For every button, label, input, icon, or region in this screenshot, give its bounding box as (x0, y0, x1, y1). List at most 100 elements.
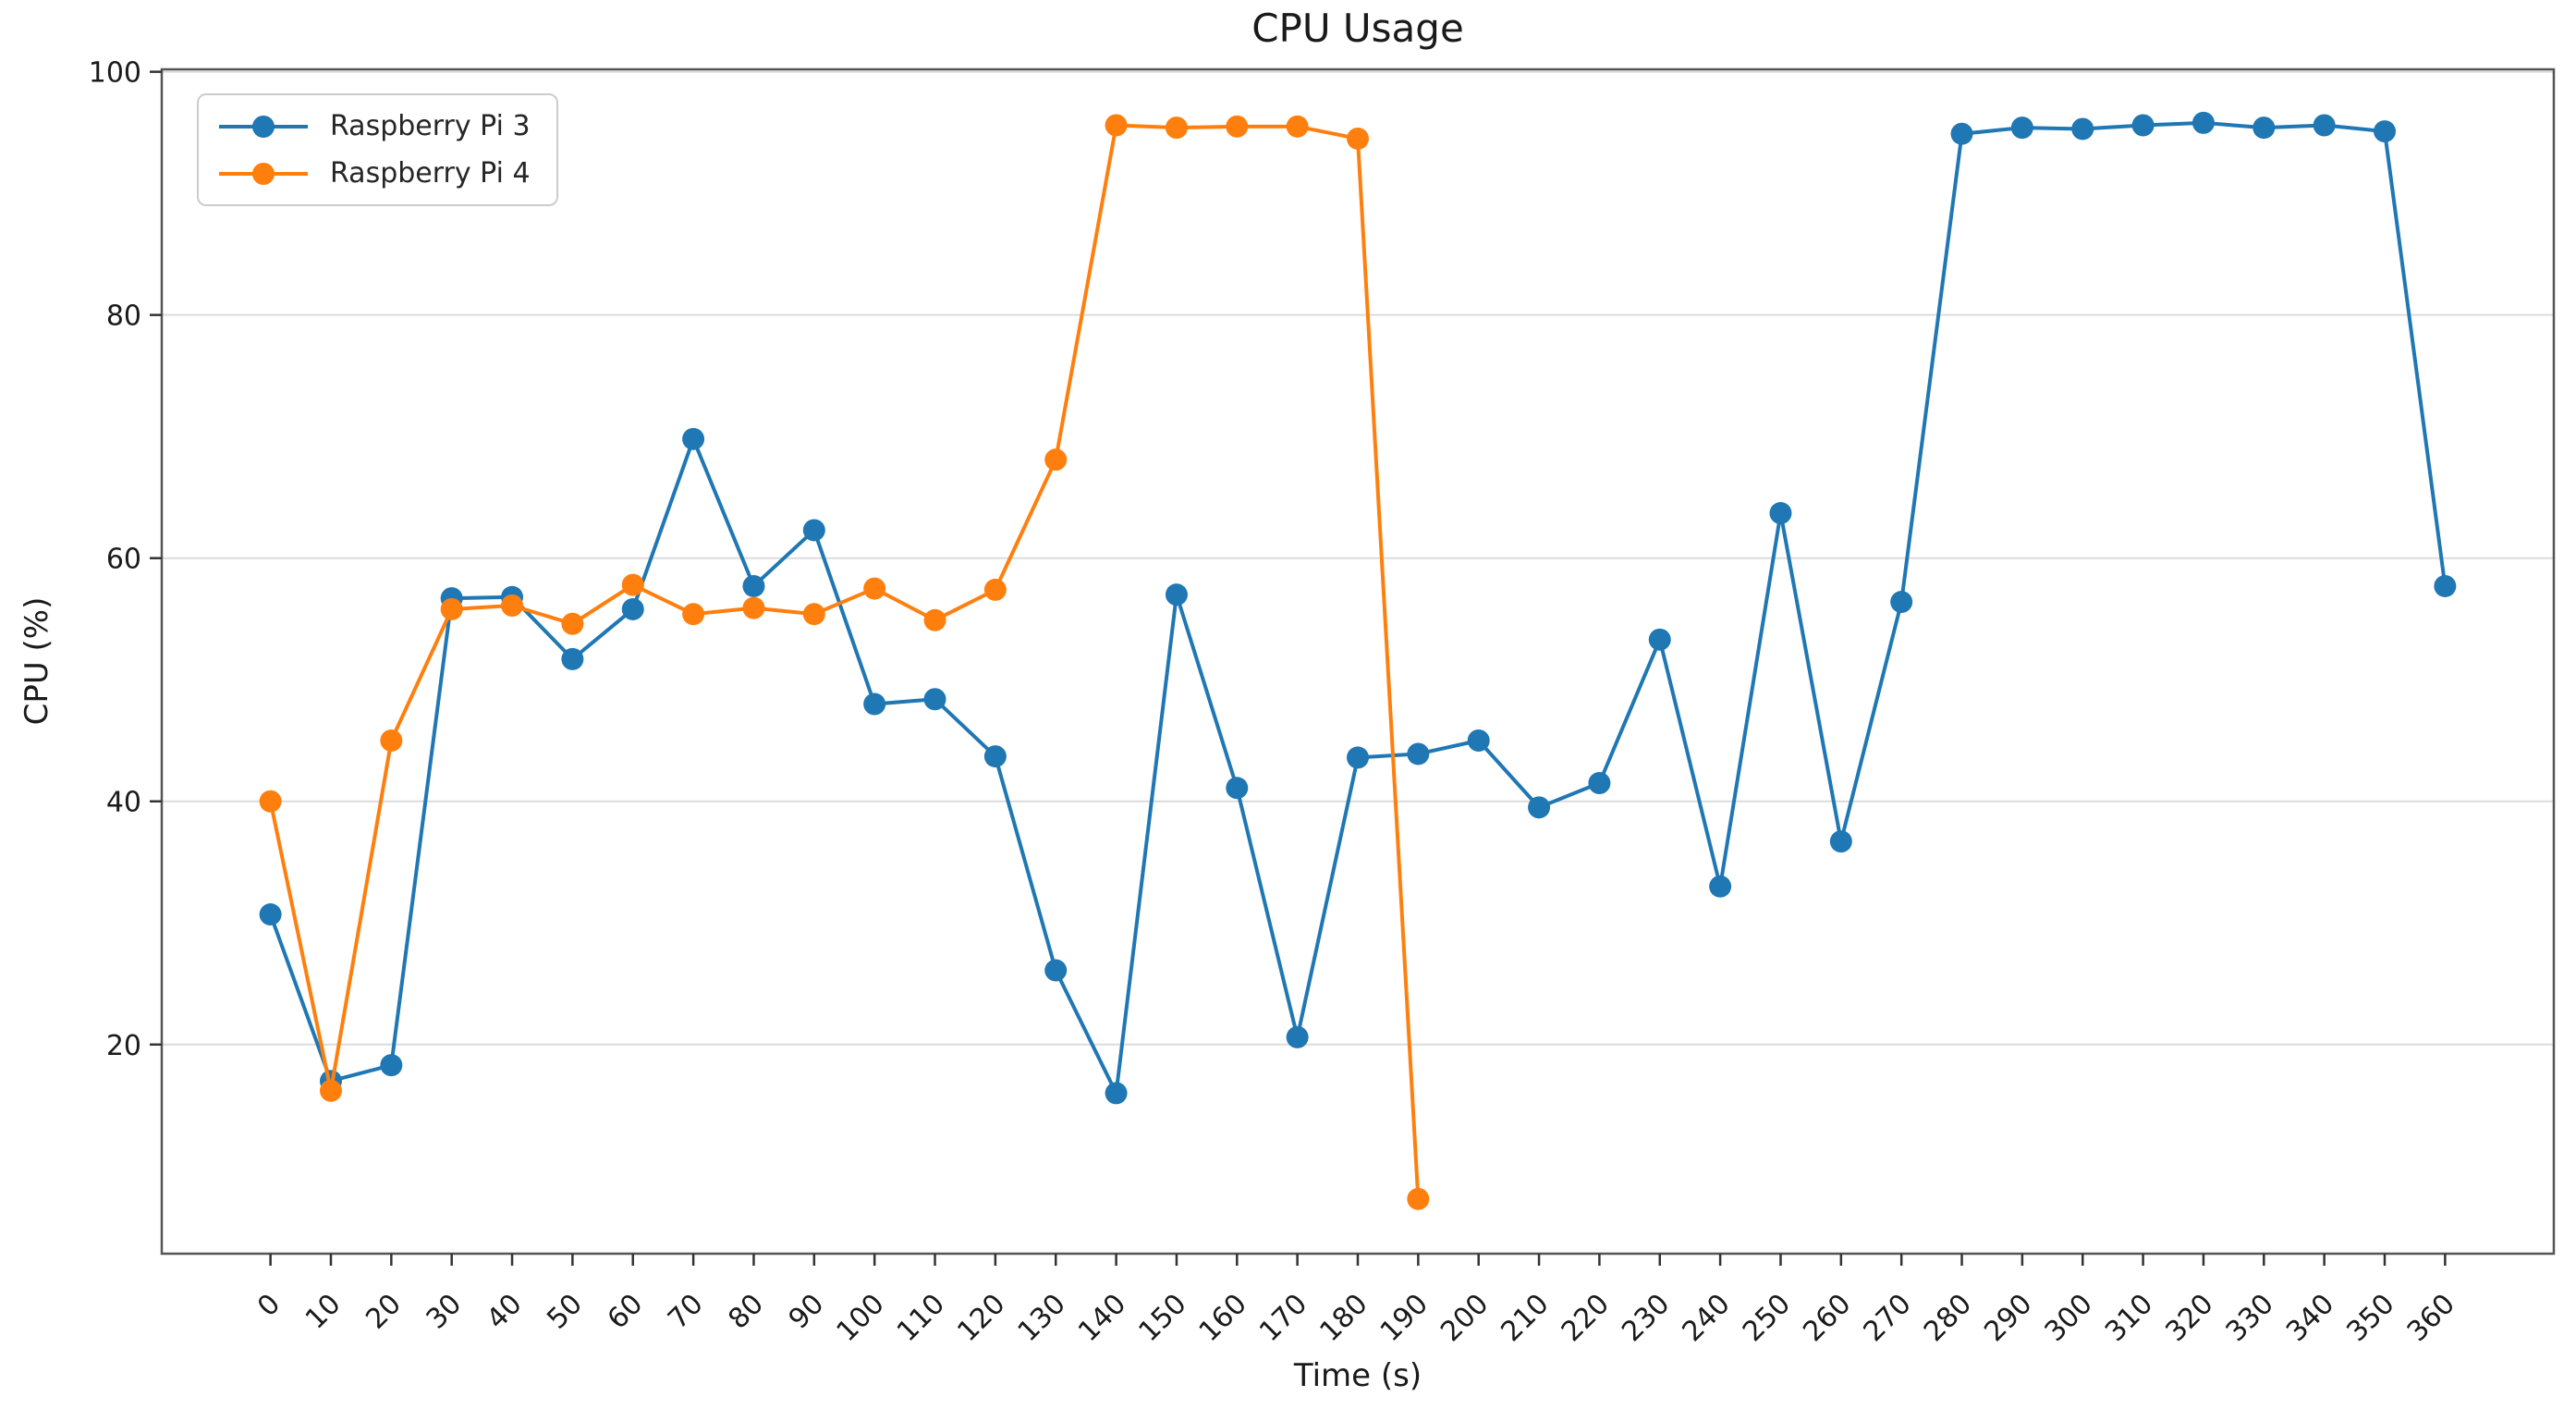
data-point (2131, 114, 2155, 137)
data-point (561, 612, 584, 635)
x-tick-label: 290 (1978, 1288, 2038, 1348)
data-point (380, 729, 403, 752)
x-tick-label: 30 (421, 1288, 469, 1336)
data-point (1105, 114, 1128, 137)
y-tick-label: 80 (106, 300, 141, 333)
data-point (1286, 115, 1309, 138)
data-point (1347, 746, 1369, 769)
x-tick-label: 120 (951, 1288, 1011, 1348)
x-tick-label: 250 (1737, 1288, 1797, 1348)
x-tick-label: 20 (360, 1288, 408, 1336)
data-point (2434, 574, 2457, 597)
series-markers-0 (259, 111, 2457, 1105)
data-point (1407, 1187, 1430, 1210)
x-tick-label: 200 (1435, 1288, 1495, 1348)
data-point (863, 692, 886, 716)
data-point (1226, 115, 1249, 138)
data-point (1588, 772, 1611, 795)
x-tick-label: 230 (1616, 1288, 1676, 1348)
x-tick-label: 100 (831, 1288, 891, 1348)
x-tick-label: 60 (602, 1288, 650, 1336)
data-point (1044, 959, 1068, 982)
x-tick-label: 110 (891, 1288, 951, 1348)
data-point (259, 790, 282, 813)
data-point (1950, 122, 1973, 145)
chart-title: CPU Usage (1251, 6, 1464, 51)
data-point (1769, 502, 1792, 525)
legend-label-pi3: Raspberry Pi 3 (330, 110, 531, 142)
data-point (1890, 591, 1913, 614)
x-tick-label: 190 (1374, 1288, 1435, 1348)
legend: Raspberry Pi 3 Raspberry Pi 4 (197, 93, 558, 206)
data-point (863, 577, 886, 600)
y-tick-label: 100 (89, 57, 141, 90)
x-tick-label: 300 (2039, 1288, 2099, 1348)
legend-line-sample-pi3 (219, 115, 308, 138)
data-point (682, 427, 705, 450)
x-tick-label: 270 (1858, 1288, 1918, 1348)
x-tick-label: 140 (1072, 1288, 1132, 1348)
data-point (1165, 116, 1188, 140)
x-tick-label: 360 (2401, 1288, 2461, 1348)
legend-label-pi4: Raspberry Pi 4 (330, 157, 531, 190)
x-tick-label: 150 (1132, 1288, 1192, 1348)
x-axis-label: Time (s) (1293, 1357, 1422, 1394)
data-point (983, 745, 1007, 768)
x-tick-label: 170 (1253, 1288, 1313, 1348)
x-tick-label: 350 (2340, 1288, 2400, 1348)
data-point (2191, 111, 2215, 134)
x-tick-label: 320 (2159, 1288, 2219, 1348)
data-point (1709, 875, 1732, 898)
data-point (983, 578, 1007, 601)
data-point (561, 647, 584, 670)
x-tick-label: 130 (1012, 1288, 1072, 1348)
y-tick-label: 20 (106, 1030, 141, 1062)
y-axis-label: CPU (%) (18, 596, 55, 726)
data-point (923, 688, 946, 711)
data-point (1829, 830, 1852, 853)
data-point (1347, 127, 1369, 150)
x-tick-label: 330 (2220, 1288, 2280, 1348)
data-point (621, 573, 644, 596)
data-point (259, 903, 282, 926)
data-point (2071, 117, 2094, 141)
legend-item-raspberry-pi-4: Raspberry Pi 4 (219, 157, 531, 190)
x-tick-label: 0 (251, 1288, 287, 1323)
x-tick-label: 240 (1677, 1288, 1737, 1348)
data-point (2374, 120, 2397, 143)
x-tick-label: 210 (1495, 1288, 1555, 1348)
data-point (1528, 796, 1551, 819)
x-tick-label: 260 (1797, 1288, 1857, 1348)
circle-marker-icon (252, 162, 275, 185)
x-tick-label: 70 (662, 1288, 710, 1336)
legend-line-sample-pi4 (219, 162, 308, 185)
data-point (1407, 742, 1430, 766)
x-tick-label: 180 (1313, 1288, 1373, 1348)
x-tick-label: 80 (722, 1288, 770, 1336)
x-tick-label: 10 (299, 1288, 348, 1336)
data-point (319, 1079, 342, 1102)
data-point (923, 608, 946, 631)
circle-marker-icon (252, 115, 275, 138)
data-point (1286, 1025, 1309, 1048)
data-point (802, 519, 825, 542)
data-point (380, 1054, 403, 1077)
data-point (621, 597, 644, 620)
data-point (682, 603, 705, 626)
x-tick-label: 90 (783, 1288, 831, 1336)
data-point (440, 597, 463, 620)
x-tick-label: 40 (481, 1288, 529, 1336)
data-point (1467, 729, 1490, 752)
x-tick-label: 310 (2099, 1288, 2159, 1348)
data-point (1044, 448, 1068, 472)
y-tick-label: 60 (106, 544, 141, 576)
x-tick-label: 280 (1918, 1288, 1978, 1348)
x-tick-label: 50 (541, 1288, 589, 1336)
data-point (1165, 583, 1188, 606)
data-point (1105, 1082, 1128, 1105)
data-point (1648, 628, 1671, 651)
x-tick-label: 340 (2280, 1288, 2340, 1348)
series-markers-1 (259, 114, 1430, 1210)
data-point (742, 574, 765, 597)
